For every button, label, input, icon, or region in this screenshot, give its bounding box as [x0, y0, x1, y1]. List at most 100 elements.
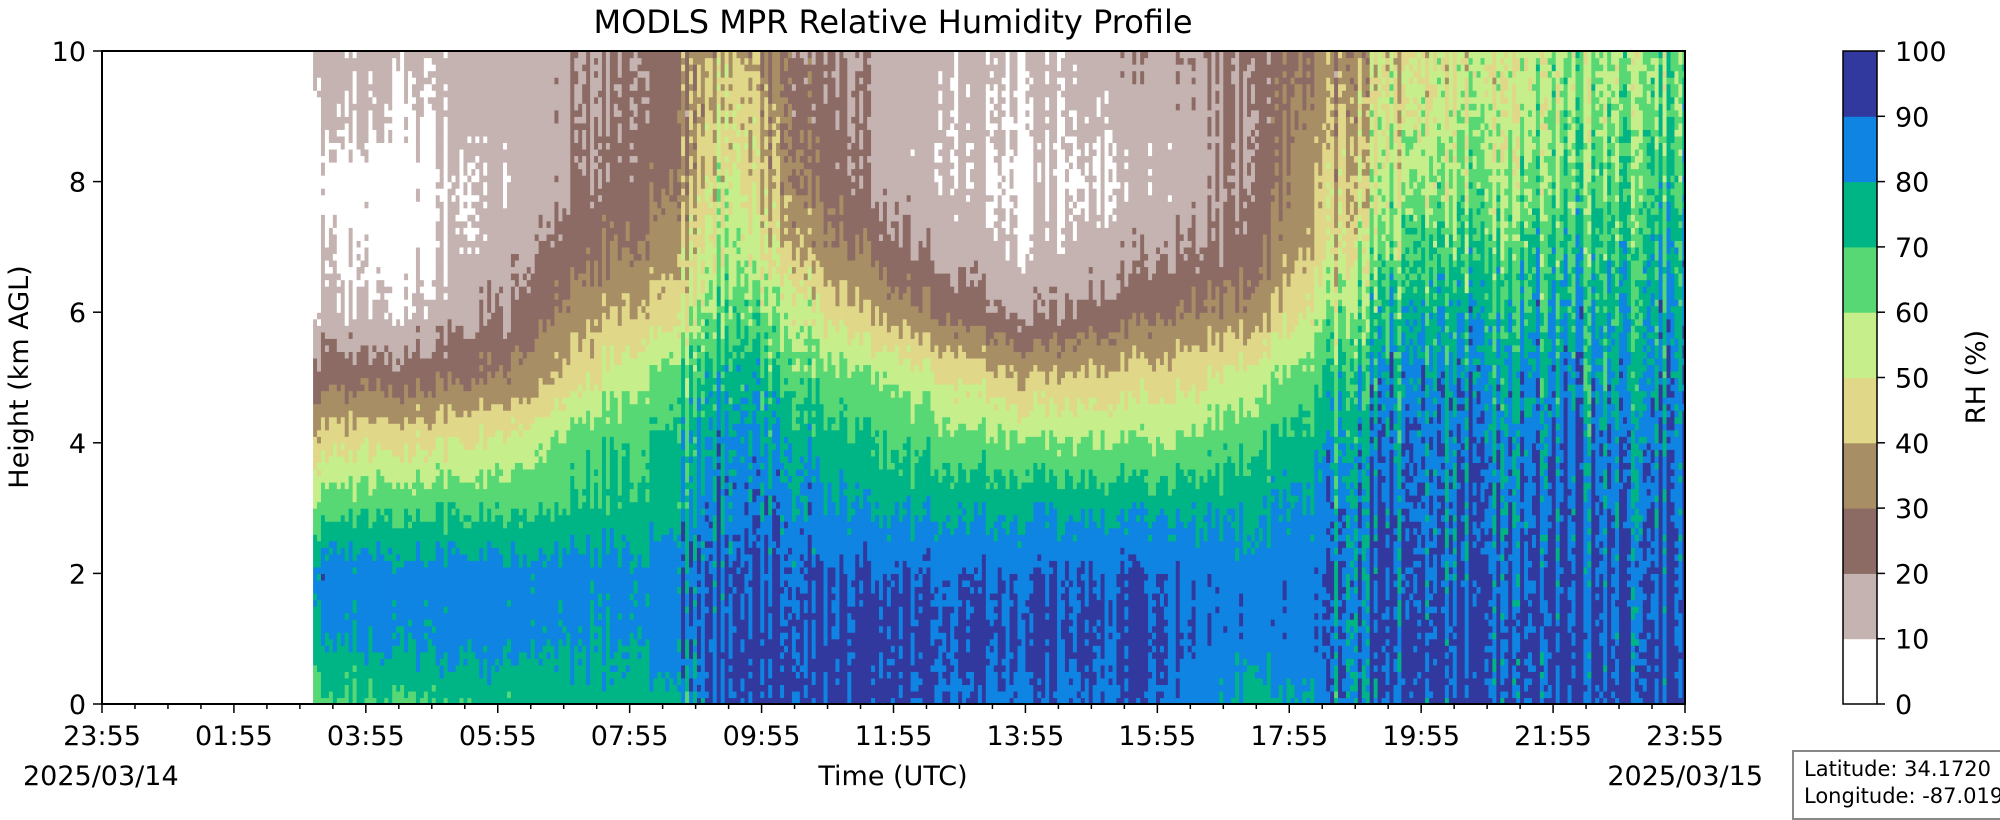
heatmap-cell	[324, 508, 330, 516]
heatmap-cell	[427, 651, 433, 659]
heatmap-cell	[487, 377, 492, 385]
heatmap-cell	[451, 96, 457, 104]
heatmap-cell	[427, 312, 433, 320]
heatmap-cell	[483, 155, 488, 163]
heatmap-cell	[475, 299, 480, 307]
heatmap-cell	[506, 651, 512, 659]
heatmap-cell	[495, 697, 500, 704]
heatmap-cell	[412, 625, 417, 633]
heatmap-cell	[471, 135, 476, 144]
heatmap-cell	[368, 299, 374, 307]
heatmap-cell	[427, 259, 433, 268]
heatmap-cell	[471, 83, 476, 91]
heatmap-cell	[463, 57, 469, 65]
heatmap-cell	[491, 625, 496, 633]
heatmap-cell	[479, 625, 484, 633]
heatmap-cell	[328, 462, 334, 470]
heatmap-cell	[372, 658, 377, 666]
heatmap-cell	[392, 606, 397, 614]
heatmap-cell	[313, 560, 318, 568]
heatmap-cell	[499, 377, 504, 385]
heatmap-cell	[336, 253, 342, 261]
heatmap-cell	[360, 233, 366, 241]
heatmap-cell	[360, 449, 366, 457]
heatmap-cell	[356, 364, 362, 372]
heatmap-cell	[404, 155, 409, 163]
heatmap-cell	[415, 305, 421, 313]
heatmap-cell	[396, 690, 401, 699]
heatmap-cell	[324, 462, 330, 470]
heatmap-cell	[423, 455, 429, 463]
heatmap-cell	[471, 403, 476, 411]
heatmap-cell	[459, 207, 465, 215]
heatmap-cell	[447, 207, 453, 215]
heatmap-cell	[423, 560, 429, 568]
heatmap-cell	[348, 96, 354, 104]
heatmap-cell	[356, 508, 362, 516]
heatmap-cell	[376, 240, 381, 248]
heatmap-cell	[499, 475, 504, 483]
heatmap-cell	[380, 148, 385, 157]
heatmap-cell	[376, 436, 381, 444]
heatmap-cell	[388, 175, 393, 183]
heatmap-cell	[479, 423, 484, 431]
heatmap-cell	[491, 135, 496, 144]
heatmap-cell	[423, 129, 429, 137]
heatmap-cell	[455, 638, 461, 646]
heatmap-cell	[479, 331, 484, 339]
heatmap-cell	[451, 364, 457, 372]
heatmap-cell	[415, 514, 421, 522]
heatmap-cell	[487, 233, 492, 241]
heatmap-cell	[435, 397, 441, 405]
heatmap-cell	[344, 331, 350, 339]
heatmap-cell	[431, 188, 437, 196]
heatmap-cell	[419, 273, 425, 281]
heatmap-cell	[451, 592, 457, 601]
heatmap-cell	[344, 162, 350, 170]
heatmap-cell	[404, 109, 409, 117]
heatmap-cell	[396, 351, 401, 359]
heatmap-cell	[388, 527, 393, 535]
heatmap-cell	[340, 619, 346, 627]
heatmap-cell	[344, 514, 350, 522]
heatmap-cell	[435, 449, 441, 457]
heatmap-cell	[423, 514, 429, 522]
heatmap-cell	[384, 527, 389, 535]
heatmap-cell	[471, 671, 476, 679]
heatmap-cell	[483, 384, 488, 392]
heatmap-cell	[431, 194, 437, 202]
heatmap-cell	[439, 579, 445, 588]
heatmap-cell	[487, 651, 492, 659]
heatmap-cell	[400, 442, 405, 450]
heatmap-cell	[384, 416, 389, 424]
heatmap-cell	[376, 148, 381, 157]
heatmap-cell	[439, 697, 445, 704]
heatmap-cell	[360, 403, 366, 411]
heatmap-cell	[396, 175, 401, 183]
heatmap-cell	[439, 116, 445, 124]
heatmap-cell	[419, 312, 425, 320]
heatmap-cell	[364, 586, 370, 594]
heatmap-cell	[479, 299, 484, 307]
heatmap-cell	[392, 677, 397, 686]
heatmap-cell	[324, 370, 330, 379]
heatmap-cell	[499, 246, 504, 255]
heatmap-cell	[313, 475, 318, 483]
heatmap-cell	[463, 664, 469, 672]
heatmap-cell	[313, 240, 318, 248]
heatmap-cell	[364, 220, 370, 228]
heatmap-cell	[419, 534, 425, 542]
heatmap-cell	[364, 338, 370, 346]
heatmap-cell	[356, 384, 362, 392]
heatmap-cell	[348, 168, 354, 176]
heatmap-cell	[427, 684, 433, 692]
heatmap-cell	[431, 651, 437, 659]
heatmap-cell	[360, 619, 366, 627]
heatmap-cell	[439, 416, 445, 424]
heatmap-cell	[455, 592, 461, 601]
heatmap-cell	[336, 508, 342, 516]
heatmap-cell	[356, 547, 362, 555]
heatmap-cell	[463, 77, 469, 85]
heatmap-cell	[372, 547, 377, 555]
heatmap-cell	[356, 462, 362, 470]
